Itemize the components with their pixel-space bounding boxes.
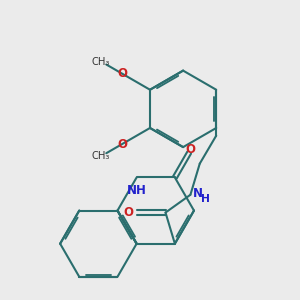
Text: O: O — [186, 143, 196, 157]
Text: H: H — [201, 194, 210, 204]
Text: O: O — [123, 206, 133, 219]
Text: CH₃: CH₃ — [91, 151, 110, 160]
Text: NH: NH — [127, 184, 147, 197]
Text: O: O — [117, 67, 127, 80]
Text: CH₃: CH₃ — [91, 57, 110, 67]
Text: N: N — [193, 187, 203, 200]
Text: O: O — [117, 137, 127, 151]
